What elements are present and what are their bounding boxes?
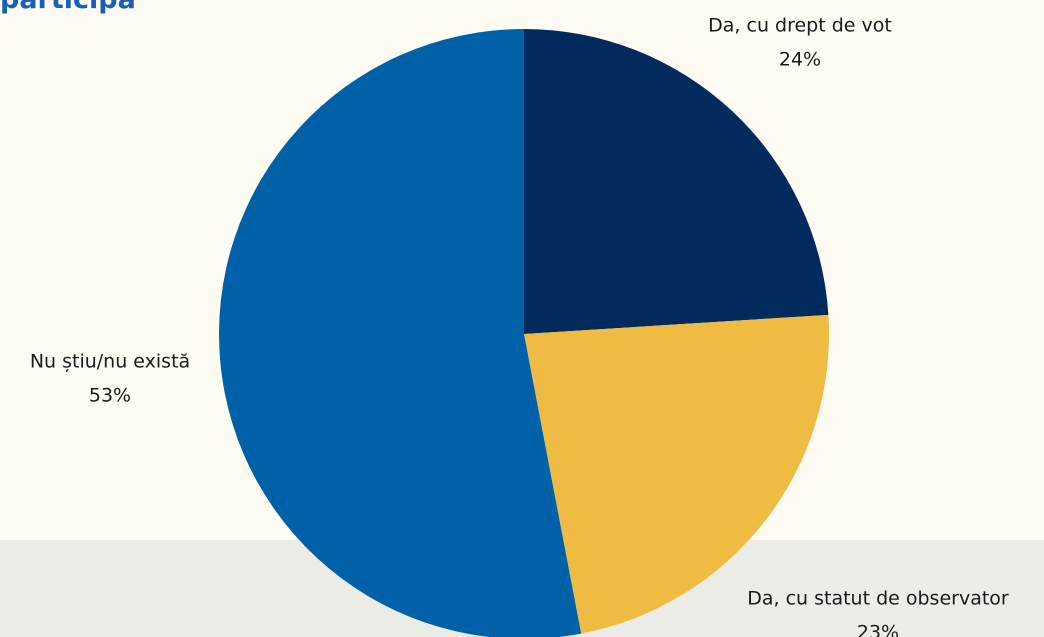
slice-value-label: 53% bbox=[89, 385, 131, 407]
slice-label: Nu știu/nu există bbox=[30, 351, 190, 373]
slice-value-label: 23% bbox=[857, 622, 899, 637]
pie-slice bbox=[524, 314, 829, 634]
slice-label: Da, cu statut de observator bbox=[747, 588, 1009, 610]
slice-label: Da, cu drept de vot bbox=[708, 15, 892, 37]
pie-slice bbox=[524, 29, 829, 334]
pie-slice bbox=[219, 29, 582, 637]
chart-title: participă bbox=[0, 0, 136, 15]
slice-value-label: 24% bbox=[779, 49, 821, 71]
